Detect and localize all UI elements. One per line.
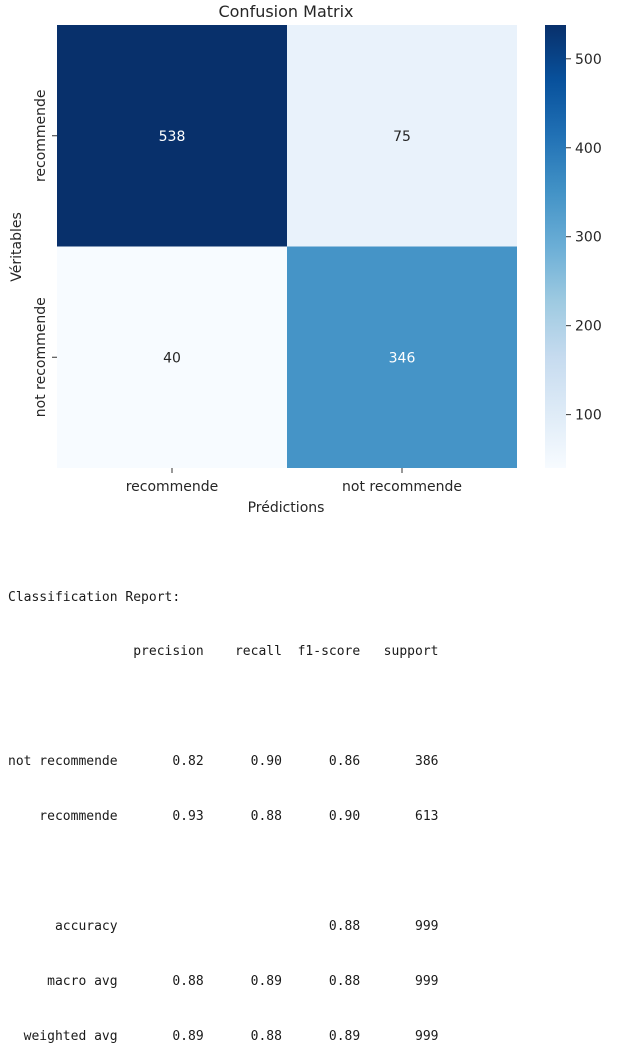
- heatmap-cell: [57, 246, 287, 468]
- x-tick-label: not recommende: [342, 479, 462, 495]
- colorbar-tick-label: 400: [575, 141, 602, 157]
- cell-value-label: 40: [163, 350, 181, 366]
- report-row: not recommende 0.82 0.90 0.86 386: [8, 754, 439, 770]
- heatmap-cell: [287, 25, 517, 247]
- report-title: Classification Report:: [8, 589, 181, 605]
- classification-report: Classification Report: precision recall …: [8, 552, 438, 1064]
- y-axis-label: Véritables: [9, 212, 25, 282]
- heatmap-cells: 538 75 40 346: [57, 25, 517, 468]
- report-summary-row: accuracy 0.88 999: [8, 918, 439, 934]
- x-tick-label: recommende: [126, 479, 219, 495]
- cell-value-label: 538: [159, 129, 186, 145]
- cell-value-label: 75: [393, 129, 411, 145]
- y-tick-label: recommende: [33, 89, 49, 182]
- heatmap-axes: recommende not recommende recommende not re…: [33, 89, 462, 495]
- report-spacer: [8, 698, 438, 716]
- report-spacer: [8, 863, 438, 881]
- heatmap-cell: [57, 25, 287, 247]
- report-summary-row: macro avg 0.88 0.89 0.88 999: [8, 973, 439, 989]
- cell-value-label: 346: [389, 350, 416, 366]
- colorbar-tick-label: 300: [575, 230, 602, 246]
- report-row: recommende 0.93 0.88 0.90 613: [8, 809, 439, 825]
- heatmap-cell: [287, 246, 517, 468]
- colorbar-tick-label: 500: [575, 52, 602, 68]
- chart-title: Confusion Matrix: [218, 2, 353, 21]
- confusion-matrix-chart: Confusion Matrix 538 75 40 346 recommende no…: [9, 2, 602, 516]
- colorbar-ticks: 100 200 300 400 500: [566, 52, 602, 424]
- colorbar: [545, 25, 566, 468]
- colorbar-tick-label: 100: [575, 408, 602, 424]
- y-tick-label: not recommende: [33, 297, 49, 417]
- report-header: precision recall f1-score support: [8, 644, 439, 660]
- report-summary-row: weighted avg 0.89 0.88 0.89 999: [8, 1028, 439, 1044]
- colorbar-tick-label: 200: [575, 319, 602, 335]
- x-axis-label: Prédictions: [248, 500, 325, 516]
